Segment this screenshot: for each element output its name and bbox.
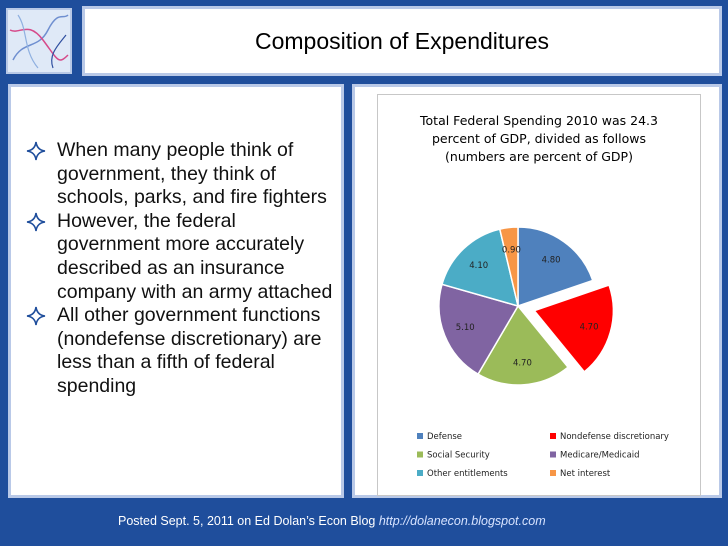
bullet-text: However, the federal government more acc… [57,209,333,303]
legend-swatch-4 [417,470,423,476]
bullet-text: When many people think of government, th… [57,139,327,209]
title-bar: Composition of Expenditures [82,6,722,76]
pie-data-label-1: 4.70 [580,322,599,332]
chart-title: Total Federal Spending 2010 was 24.3 per… [420,113,658,164]
chart-panel: Total Federal Spending 2010 was 24.3 per… [352,84,722,498]
legend-label-3: Medicare/Medicaid [560,451,640,461]
pie-slice-5 [498,226,519,307]
diamond-bullet-icon [26,141,46,161]
legend-label-1: Nondefense discretionary [560,432,669,442]
legend-swatch-5 [550,470,556,476]
pie-data-label-2: 4.70 [513,359,532,369]
logo-graphic [8,10,70,72]
diamond-bullet-icon [26,307,46,326]
logo [6,8,72,74]
pie-slice-2 [477,304,570,386]
legend-label-0: Defense [427,432,462,442]
bullet-list: When many people think of government, th… [21,139,339,399]
legend-swatch-0 [417,433,423,439]
pie-chart-svg: 4.80 4.70 4.70 5.10 4.10 0.90 Defense Nondefens… [417,226,669,479]
legend-swatch-3 [550,451,556,458]
blog-link[interactable]: http://dolanecon.blogspot.com [378,514,546,528]
bullet-panel: When many people think of government, th… [8,84,344,498]
pie-data-label-3: 5.10 [456,323,475,333]
bullet-text: All other government functions (nondefen… [57,304,322,397]
pie-data-label-0: 4.80 [542,256,561,266]
pie-chart: Total Federal Spending 2010 was 24.3 per… [377,94,701,496]
legend-label-2: Social Security [427,451,490,461]
pie-slice-1 [533,284,615,373]
bullet-item: When many people think of government, th… [21,139,339,210]
pie-data-label-5: 0.90 [502,246,521,256]
legend-swatch-1 [550,433,556,439]
footer-text: Posted Sept. 5, 2011 on Ed Dolan’s Econ … [118,514,376,528]
legend-label-4: Other entitlements [427,469,508,479]
legend-swatch-2 [417,451,423,458]
diamond-bullet-icon [26,212,46,231]
pie-slice-0 [517,226,594,308]
slide-title: Composition of Expenditures [254,27,550,54]
footer: Posted Sept. 5, 2011 on Ed Dolan’s Econ … [118,514,546,528]
pie-slice-3 [438,283,520,376]
bullet-item: However, the federal government more acc… [21,210,339,304]
bullet-item: All other government functions (nondefen… [21,304,339,398]
pie-slice-4 [441,228,520,308]
legend-label-5: Net interest [560,469,611,479]
pie-data-label-4: 4.10 [469,261,488,271]
